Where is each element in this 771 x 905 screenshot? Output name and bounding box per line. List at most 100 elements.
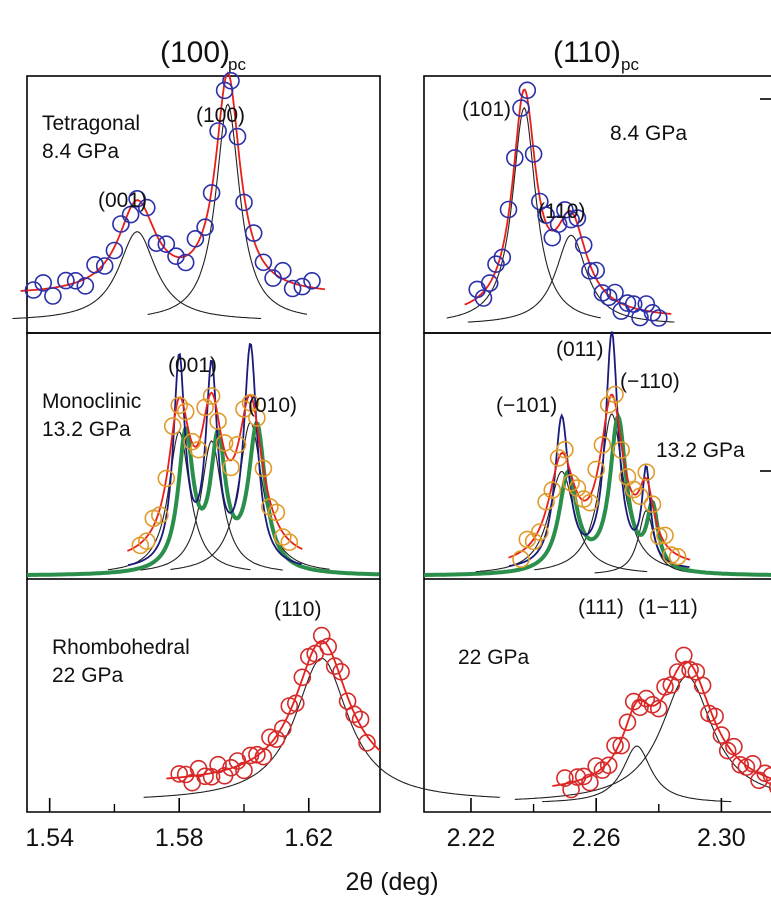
data-point [574, 236, 593, 254]
panel-frame-rhombohedral-110 [423, 579, 771, 813]
data-point [34, 274, 53, 292]
data-point [631, 487, 649, 506]
data-point [693, 676, 712, 695]
labels-tetragonal-100: Tetragonal 8.4 GPa (001) (100) [42, 104, 245, 212]
phase-pressure: 8.4 GPa [42, 140, 119, 163]
component-peak-1-0 [446, 106, 601, 319]
data-point [612, 441, 631, 459]
data-point [674, 646, 693, 665]
data-point [209, 755, 227, 774]
data-point [176, 402, 195, 421]
fit-curve-2 [127, 391, 303, 552]
calc-green-profile-3 [424, 412, 771, 577]
data-point [637, 689, 656, 708]
data-point [587, 261, 606, 280]
data-point [599, 288, 618, 307]
data-point [325, 657, 344, 675]
col-title-left-text: (100) [160, 36, 230, 69]
x-tick-label: 2.22 [447, 824, 496, 852]
data-point [261, 728, 279, 747]
data-point [706, 707, 724, 726]
component-peak-0-0 [12, 231, 262, 320]
data-point [556, 440, 574, 459]
col-title-right-text: (110) [553, 36, 621, 69]
data-point [121, 205, 140, 224]
x-tick-label: 2.30 [697, 824, 746, 852]
data-point [606, 736, 624, 755]
component-peak-1-1 [467, 234, 675, 323]
data-point [244, 224, 263, 242]
data-point [273, 719, 292, 738]
phase-pressure: 22 GPa [52, 664, 124, 687]
data-point [222, 72, 240, 90]
calc-green-profile-2 [27, 420, 380, 577]
calculated-curves [27, 331, 771, 577]
data-point [712, 726, 731, 744]
data-point [499, 200, 518, 219]
component-peak-2-2 [170, 421, 330, 570]
labels-monoclinic-100: Monoclinic 13.2 GPa (001) (010) [42, 354, 297, 441]
data-point [524, 145, 543, 163]
data-point [581, 773, 599, 792]
x-tick-label: 1.62 [284, 824, 333, 852]
panel-frame-rhombohedral-100 [26, 579, 381, 813]
panel-frame-monoclinic-100 [26, 332, 381, 580]
x-axes: 1.54 1.58 1.62 2.22 2.26 2.30 [25, 798, 746, 852]
data-point [493, 248, 512, 267]
data-point [176, 253, 195, 272]
x-tick-label: 1.54 [25, 824, 74, 852]
data-point [487, 255, 505, 274]
data-point [261, 498, 279, 516]
data-point [549, 215, 568, 233]
data-point [743, 754, 762, 773]
data-point [643, 303, 662, 322]
data-point [574, 767, 593, 786]
data-point [668, 547, 687, 566]
data-point [293, 277, 312, 296]
data-point [505, 149, 524, 167]
data-point [273, 261, 292, 280]
data-point [581, 493, 599, 512]
phase-pressure: 13.2 GPa [42, 418, 131, 441]
component-peak-5-0 [542, 745, 732, 803]
data-point [581, 262, 599, 280]
data-point [86, 255, 104, 274]
phase-pressure: 22 GPa [458, 646, 530, 669]
data-point [618, 713, 637, 732]
labels-monoclinic-110: 13.2 GPa (−101) (011) (−110) [496, 338, 745, 462]
data-point [618, 294, 637, 312]
hkl-label: (111) [578, 596, 624, 619]
data-point [112, 215, 130, 233]
data-point [273, 528, 292, 546]
data-point [138, 198, 156, 217]
x-axis-title: 2θ (deg) [345, 868, 438, 896]
data-point [332, 662, 350, 681]
phase-name: Tetragonal [42, 112, 140, 135]
data-point [170, 765, 188, 783]
component-peak-0-1 [147, 103, 308, 316]
data-point [235, 193, 253, 212]
data-point [66, 271, 85, 290]
data-point [537, 206, 555, 224]
data-point [568, 768, 587, 786]
data-point [196, 767, 214, 786]
x-tick-label: 2.26 [572, 824, 621, 852]
data-point [606, 385, 624, 404]
data-point [345, 705, 363, 724]
hkl-label: (100) [196, 104, 245, 127]
col-title-right: (110) pc [553, 36, 639, 74]
data-point [593, 436, 612, 454]
data-point [631, 698, 649, 717]
labels-rhombohedral-110: 22 GPa (111) (1−11) [458, 596, 698, 669]
data-point [248, 409, 266, 427]
hkl-label: (110) [274, 598, 321, 621]
data-point [248, 745, 266, 764]
data-point [186, 230, 205, 248]
data-point [138, 532, 156, 551]
hkl-label: (011) [556, 338, 603, 361]
data-point [737, 758, 756, 777]
data-point [303, 271, 321, 290]
component-peak-2-1 [140, 440, 283, 571]
hkl-label: (010) [248, 394, 297, 417]
